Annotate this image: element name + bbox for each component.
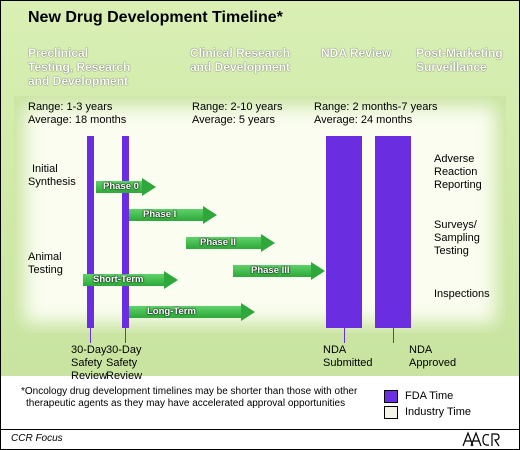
timeline-panel: [14, 96, 506, 333]
arrow-head: [261, 234, 275, 252]
header-line: Preclinical: [28, 46, 89, 60]
header-line: Testing, Research: [28, 60, 131, 74]
milestone-tick: [125, 328, 126, 343]
milestone-tick: [344, 328, 345, 343]
arrow-label: Phase II: [200, 237, 236, 248]
arrow-body: [129, 209, 203, 221]
footnote-line: therapeutic agents as they may have acce…: [26, 398, 346, 409]
header-line: Clinical Research: [190, 46, 291, 60]
label-line: Reporting: [434, 179, 482, 191]
label-line: Safety: [71, 357, 103, 369]
milestone-tick: [90, 328, 91, 343]
phase-header-preclinical: Preclinical Testing, Research and Develo…: [28, 46, 130, 88]
initial-synthesis-label: Initial Synthesis: [28, 163, 76, 189]
average-text: Average: 24 months: [314, 114, 413, 126]
header-line: and Development: [190, 60, 291, 74]
header-line: and Development: [28, 74, 129, 88]
label-line: Adverse: [434, 153, 475, 165]
legend-label-industry: Industry Time: [405, 406, 472, 418]
range-text: Range: 2-10 years: [192, 101, 283, 113]
adverse-reaction-label: Adverse Reaction Reporting: [434, 153, 482, 192]
fda-nda-review-bar: [326, 136, 362, 328]
arrow-body: [83, 274, 164, 286]
figure-title: New Drug Development Timeline*: [28, 9, 283, 26]
arrow-head: [203, 206, 217, 224]
arrow-body: [233, 265, 311, 277]
label-line: NDA: [323, 344, 347, 356]
label-line: Testing: [28, 264, 63, 276]
phase-0-arrow: Phase 0: [96, 178, 156, 196]
fda-safety-review-bar-1: [87, 136, 94, 328]
header-line: Surveillance: [416, 60, 487, 74]
label-line: Synthesis: [28, 176, 76, 188]
label-line: Testing: [434, 245, 469, 257]
aacr-logo: [461, 430, 501, 449]
average-text: Average: 5 years: [192, 114, 275, 126]
animal-testing-label: Animal Testing: [28, 251, 63, 277]
phase-header-post-marketing: Post-Marketing Surveillance: [416, 46, 503, 74]
range-text: Range: 2 months-7 years: [314, 101, 438, 113]
footnote: *Oncology drug development timelines may…: [21, 386, 357, 410]
phase-2-arrow: Phase II: [186, 234, 275, 252]
label-line: Submitted: [323, 357, 373, 369]
legend-label-fda: FDA Time: [405, 390, 454, 402]
label-line: Initial: [32, 163, 58, 175]
label-line: Review: [106, 370, 143, 382]
arrow-body: [186, 237, 261, 249]
arrow-label: Long-Term: [147, 306, 196, 317]
phase-1-arrow: Phase I: [129, 206, 217, 224]
label-line: Review: [71, 370, 108, 382]
fda-nda-review-bar-2: [375, 136, 411, 328]
arrow-label: Phase I: [143, 209, 177, 220]
label-line: NDA: [409, 344, 433, 356]
label-line: Sampling: [434, 232, 480, 244]
journal-name: CCR Focus: [11, 433, 63, 444]
milestone-tick: [393, 328, 394, 343]
label-line: Reaction: [434, 166, 478, 178]
milestone-nda-submitted: NDA Submitted: [323, 344, 373, 370]
inspections-label: Inspections: [434, 288, 490, 300]
nda-duration: Range: 2 months-7 years Average: 24 mont…: [314, 101, 438, 127]
phase-header-clinical: Clinical Research and Development: [190, 46, 290, 74]
arrow-head: [311, 262, 325, 280]
footnote-line: *Oncology drug development timelines may…: [21, 386, 358, 397]
arrow-head: [164, 271, 178, 289]
milestone-nda-approved: NDA Approved: [409, 344, 456, 370]
phase-3-arrow: Phase III: [233, 262, 325, 280]
label-line: Safety: [106, 357, 138, 369]
header-line: NDA Review: [321, 46, 392, 60]
aacr-logo-graphic: [462, 431, 500, 447]
surveys-label: Surveys/ Sampling Testing: [434, 219, 480, 258]
arrow-label: Short-Term: [93, 274, 144, 285]
label-line: Surveys/: [434, 219, 477, 231]
label-line: Approved: [409, 357, 457, 369]
arrow-body: [129, 306, 241, 318]
short-term-arrow: Short-Term: [83, 271, 178, 289]
label-line: Animal: [28, 251, 62, 263]
clinical-duration: Range: 2-10 years Average: 5 years: [192, 101, 283, 127]
arrow-label: Phase 0: [103, 181, 139, 192]
arrow-head: [142, 178, 156, 196]
phase-header-nda-review: NDA Review: [321, 46, 391, 60]
preclinical-duration: Range: 1-3 years Average: 18 months: [28, 101, 126, 127]
legend-swatch-fda: [384, 390, 398, 403]
average-text: Average: 18 months: [28, 114, 127, 126]
arrow-body: [96, 181, 142, 193]
label-line: 30-Day: [71, 344, 107, 356]
range-text: Range: 1-3 years: [28, 101, 113, 113]
milestone-safety-review-1: 30-Day Safety Review: [71, 344, 107, 383]
milestone-safety-review-2: 30-Day Safety Review: [106, 344, 142, 383]
header-line: Post-Marketing: [416, 46, 503, 60]
fda-safety-review-bar-2: [122, 136, 129, 328]
footer: CCR Focus: [1, 429, 519, 449]
legend-swatch-industry: [384, 406, 398, 419]
label-line: 30-Day: [106, 344, 142, 356]
arrow-label: Phase III: [251, 265, 290, 276]
arrow-head: [241, 303, 255, 321]
long-term-arrow: Long-Term: [129, 303, 255, 321]
